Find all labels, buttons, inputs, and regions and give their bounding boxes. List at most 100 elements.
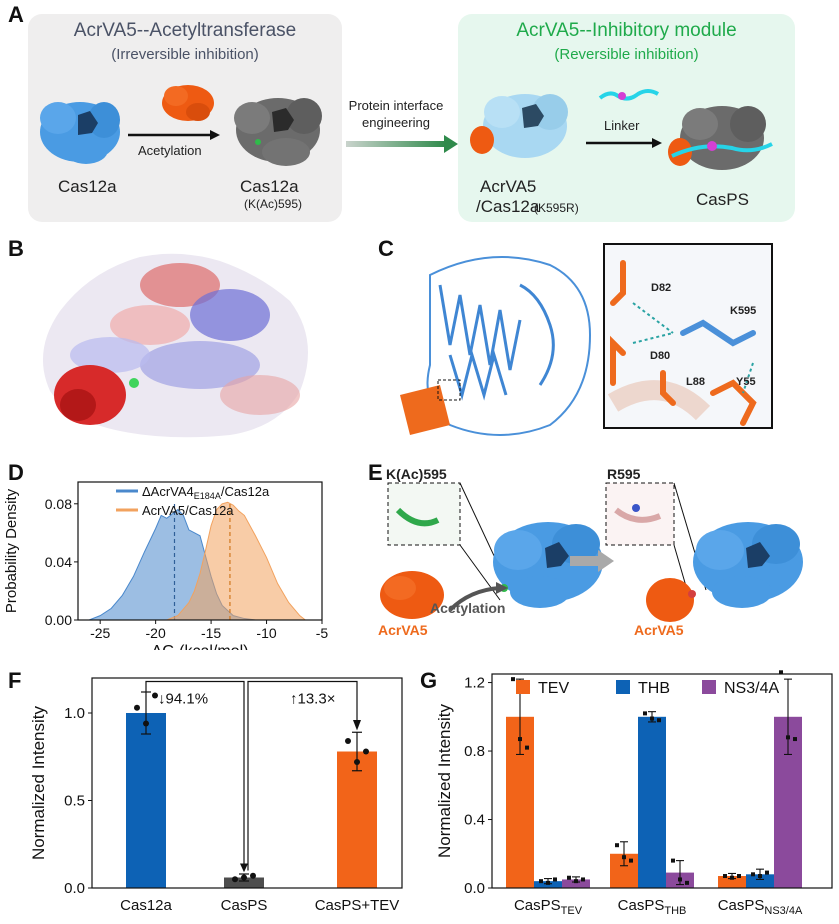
interface-label-1: Protein interface — [348, 98, 444, 113]
chart-g-bar: 0.0 0.4 0.8 1.2 Normalized Intensity CasPSTEV… — [435, 670, 833, 917]
data-point — [793, 737, 797, 742]
residue-l88: L88 — [686, 376, 705, 388]
data-point — [581, 877, 585, 882]
data-point — [779, 670, 783, 675]
panel-e-graphics — [380, 482, 803, 622]
data-point — [525, 745, 529, 750]
data-point — [723, 874, 727, 879]
legend-label-1: THB — [638, 680, 670, 697]
kde-frame — [77, 481, 323, 621]
data-point — [354, 759, 360, 765]
acetylation-label: Acetylation — [138, 143, 202, 158]
data-point — [363, 748, 369, 755]
legend-label-0: ΔAcrVA4E184A/Cas12a — [142, 484, 270, 501]
y-tick-label: 0.4 — [464, 812, 485, 829]
bar-THB-2 — [746, 874, 774, 888]
data-point — [622, 855, 626, 860]
electrostatic-surface-image — [42, 253, 309, 438]
acrva5-protein-icon — [162, 85, 214, 121]
bar-1 — [224, 877, 264, 888]
cas12a-label: Cas12a — [58, 177, 117, 196]
data-point — [643, 711, 647, 716]
chart-g-frame — [491, 673, 833, 889]
cas12a-ac-sub: (K(Ac)595) — [244, 197, 303, 211]
data-point — [737, 874, 741, 879]
panel-a-right-title: AcrVA5--Inhibitory module — [516, 20, 737, 41]
data-point — [511, 677, 515, 682]
e-inset-left-label: K(Ac)595 — [386, 466, 447, 482]
legend-label-1: AcrVA5/Cas12a — [142, 503, 234, 518]
linker-label: Linker — [604, 118, 640, 133]
bar-NS3/4A-0 — [562, 879, 590, 888]
data-point — [615, 843, 619, 848]
data-point — [678, 877, 682, 882]
data-point — [786, 735, 790, 740]
e-inset-right-label: R595 — [607, 466, 641, 482]
x-category-label: CasPSTHB — [618, 897, 687, 917]
complex-label-sub: (K595R) — [534, 201, 579, 215]
residue-d80: D80 — [650, 350, 671, 362]
data-point — [250, 872, 256, 879]
x-tick-label: -25 — [90, 625, 110, 641]
x-category-label: CasPSTEV — [514, 897, 583, 917]
acrva5-cas12a-complex-icon — [470, 94, 568, 158]
interface-engineering-arrow — [346, 141, 446, 147]
data-point — [650, 716, 654, 721]
y-tick-label: 0.8 — [464, 743, 485, 760]
bar-2 — [337, 751, 377, 888]
y-tick-label: 1.0 — [64, 705, 85, 722]
y-axis-label: Normalized Intensity — [435, 704, 454, 859]
chart-f-frame — [91, 677, 403, 889]
y-axis-label: Probability Density — [3, 488, 20, 613]
data-point — [134, 704, 140, 711]
legend-swatch-1 — [616, 680, 630, 694]
residue-y55: Y55 — [736, 376, 756, 388]
legend-label-0: TEV — [538, 680, 569, 697]
bracket-2 — [247, 680, 358, 871]
x-tick-label: -15 — [201, 625, 221, 641]
y-tick-label: 0.00 — [45, 612, 72, 628]
residue-k595: K595 — [730, 305, 757, 317]
x-category-label: CasPS — [221, 897, 268, 914]
bracket-2-arrowhead — [353, 720, 361, 731]
data-point — [553, 877, 557, 882]
cas12a-acetylated-icon — [234, 98, 322, 166]
zoom-inset-image — [603, 243, 773, 429]
data-point — [685, 880, 689, 885]
e-acrva5-left-label: AcrVA5 — [378, 622, 428, 638]
data-point — [539, 879, 543, 884]
data-point — [567, 875, 571, 880]
casps-label: CasPS — [696, 190, 749, 209]
legend-swatch-0 — [516, 680, 530, 694]
y-tick-label: 0.08 — [45, 496, 72, 512]
bracket-1-arrowhead — [240, 863, 248, 873]
x-tick-label: -20 — [146, 625, 166, 641]
x-axis-label: ΔG (kcal/mol) — [152, 643, 249, 650]
y-tick-label: 0.0 — [64, 880, 85, 897]
data-point — [143, 720, 149, 727]
bar-0 — [126, 713, 166, 888]
y-tick-label: 1.2 — [464, 675, 485, 692]
panel-label-c: C — [378, 236, 394, 261]
y-tick-label: 0.04 — [45, 554, 72, 570]
legend-label-2: NS3/4A — [724, 680, 779, 697]
annotation-increase: ↑13.3× — [290, 691, 335, 708]
panel-label-f: F — [8, 668, 22, 693]
e-acrva5-right-label: AcrVA5 — [634, 622, 684, 638]
chart-f-bar: Cas12a CasPS CasPS+TEV 0.0 0.5 1.0 Normalized … — [29, 677, 403, 914]
data-point — [574, 879, 578, 884]
data-point — [730, 875, 734, 880]
panel-label-a: A — [8, 2, 24, 27]
legend-swatch-2 — [702, 680, 716, 694]
data-point — [758, 874, 762, 879]
e-acetylation-label: Acetylation — [430, 600, 506, 616]
casps-protein-icon — [668, 106, 773, 170]
panel-label-g: G — [420, 668, 438, 693]
x-category-label: CasPS+TEV — [315, 897, 400, 914]
y-axis-label: Normalized Intensity — [29, 706, 48, 861]
x-tick-label: -5 — [316, 625, 329, 641]
interface-label-2: engineering — [362, 115, 430, 130]
panel-label-e: E — [368, 460, 383, 485]
data-point — [518, 737, 522, 742]
x-tick-label: -10 — [256, 625, 276, 641]
